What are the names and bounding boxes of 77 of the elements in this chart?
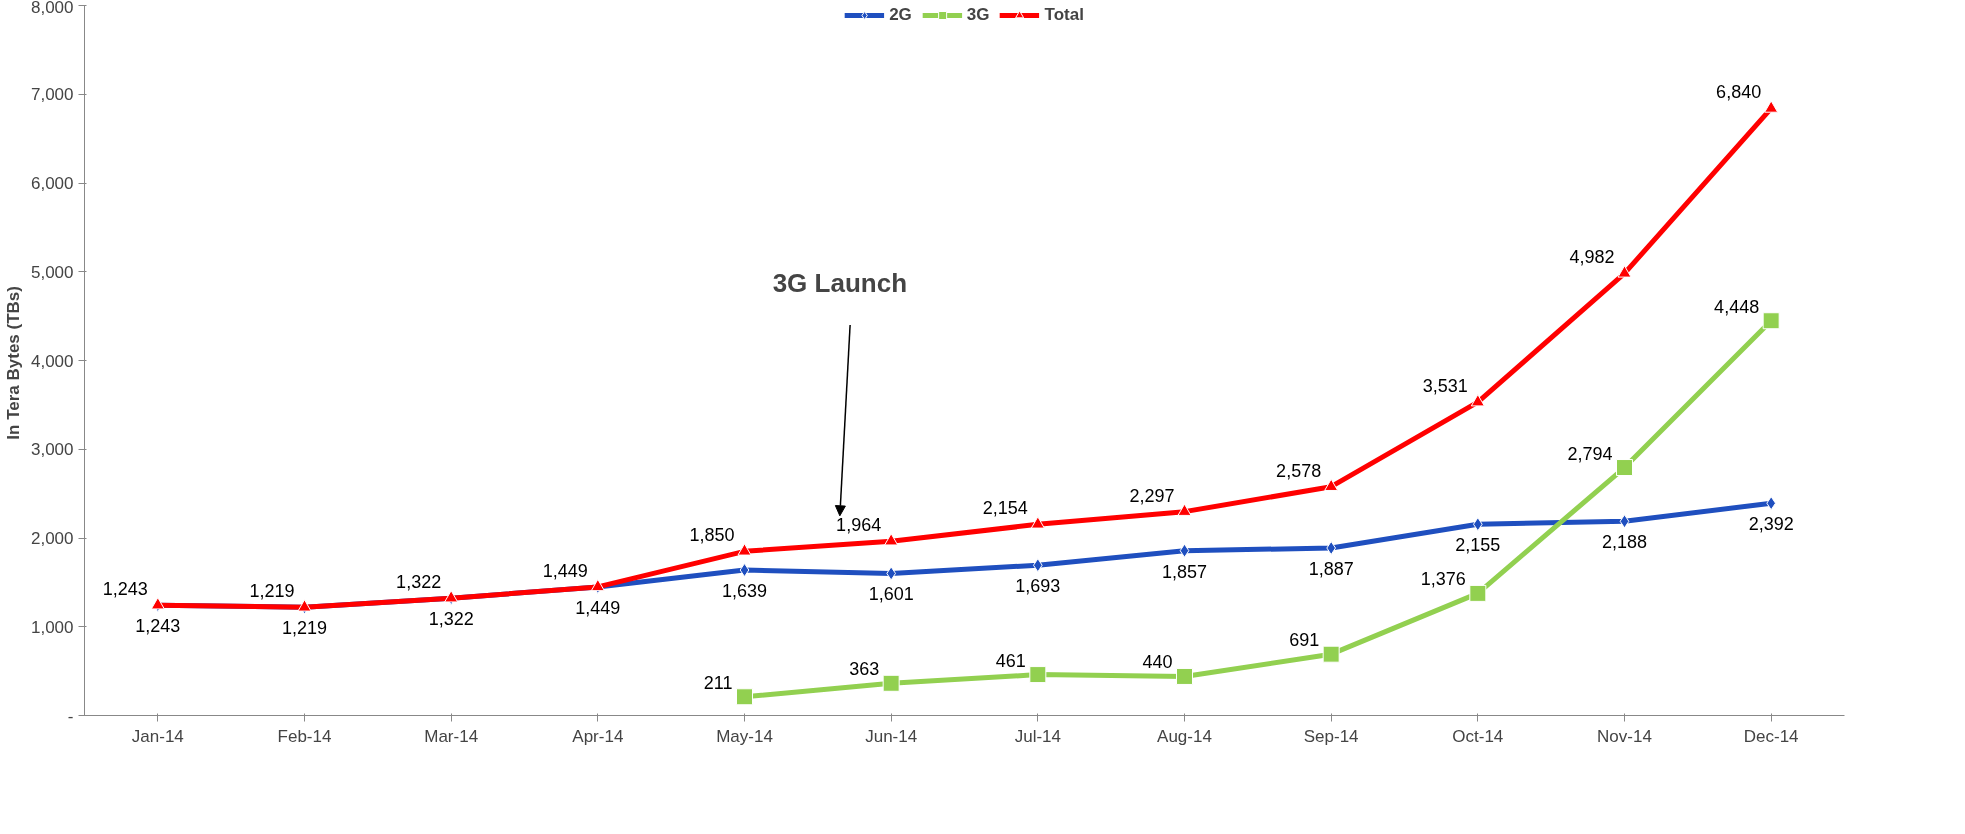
x-tick-label: Mar-14 <box>424 726 479 746</box>
point <box>1470 394 1485 407</box>
y-tick-label: 7,000 <box>30 85 74 105</box>
x-tick-label: Feb-14 <box>277 726 332 746</box>
x-tick-label: Oct-14 <box>1452 726 1504 746</box>
data-label: 1,449 <box>575 597 621 618</box>
data-label: 2,155 <box>1455 535 1501 556</box>
point <box>737 543 752 556</box>
data-label: 2,578 <box>1276 460 1322 481</box>
y-tick-label: 2,000 <box>30 529 74 548</box>
x-tick-label: May-14 <box>716 726 773 746</box>
y-tick-label: - <box>67 706 74 726</box>
data-label: 1,887 <box>1308 559 1354 580</box>
data-label: 2,392 <box>1748 514 1794 535</box>
data-label: 1,376 <box>1420 569 1466 590</box>
legend-label: 2G <box>889 5 912 25</box>
y-tick-label: 3,000 <box>30 440 74 460</box>
data-label: 691 <box>1289 630 1320 651</box>
x-tick-label: Dec-14 <box>1743 726 1799 746</box>
y-axis-title: In Tera Bytes (TBs) <box>3 286 23 440</box>
point <box>1029 666 1047 684</box>
data-label: 2,188 <box>1601 532 1648 553</box>
x-tick-label: Nov-14 <box>1597 726 1652 746</box>
data-label: 1,639 <box>721 581 768 602</box>
x-tick-label: Apr-14 <box>572 726 624 746</box>
data-label: 3,531 <box>1422 376 1468 397</box>
data-label: 4,448 <box>1714 296 1760 317</box>
point <box>1619 514 1630 529</box>
point <box>1322 645 1340 663</box>
data-label: 1,322 <box>428 609 474 630</box>
y-tick-label: 6,000 <box>30 174 74 193</box>
y-tick-label: 5,000 <box>30 262 74 282</box>
x-tick-label: Jan-14 <box>131 726 184 746</box>
data-label: 1,449 <box>542 560 588 581</box>
point <box>1764 100 1779 113</box>
data-label: 6,840 <box>1716 82 1762 103</box>
data-label: 461 <box>995 650 1026 671</box>
data-label: 2,297 <box>1129 485 1175 506</box>
legend-label: Total <box>1044 5 1084 25</box>
data-label: 1,322 <box>396 572 442 593</box>
data-label: 1,601 <box>868 584 914 605</box>
x-tick-label: Jun-14 <box>865 726 918 746</box>
data-label: 1,243 <box>102 579 148 600</box>
point <box>882 674 900 692</box>
data-label: 1,219 <box>249 581 295 602</box>
point <box>1030 516 1045 529</box>
point <box>884 533 899 546</box>
point <box>1616 459 1633 477</box>
point <box>739 563 750 578</box>
data-label: 2,154 <box>982 498 1028 519</box>
data-label: 363 <box>849 659 880 680</box>
annotation: 3G Launch <box>772 268 908 299</box>
legend-label: 3G <box>966 5 990 25</box>
data-label: 2,794 <box>1567 443 1613 464</box>
point <box>1324 478 1339 491</box>
data-label: 1,219 <box>281 618 328 639</box>
y-tick-label: 8,000 <box>30 0 74 17</box>
data-label: 1,850 <box>689 525 735 546</box>
point <box>1469 584 1487 602</box>
data-label: 1,964 <box>836 515 882 536</box>
x-tick-label: Jul-14 <box>1014 726 1061 746</box>
data-label: 1,693 <box>1015 576 1061 597</box>
data-label: 4,982 <box>1569 247 1615 268</box>
y-tick-label: 1,000 <box>30 617 74 637</box>
point <box>1179 543 1190 558</box>
data-label: 1,243 <box>135 616 181 637</box>
data-label: 1,857 <box>1161 561 1208 582</box>
x-tick-label: Aug-14 <box>1157 726 1212 746</box>
x-tick-label: Sep-14 <box>1303 726 1359 746</box>
data-label: 440 <box>1142 652 1173 673</box>
point <box>1177 503 1192 516</box>
y-tick-label: 4,000 <box>30 351 74 371</box>
point <box>1176 667 1193 685</box>
point <box>736 688 753 706</box>
point <box>1617 265 1632 278</box>
data-label: 211 <box>703 672 733 693</box>
point <box>1762 312 1780 330</box>
